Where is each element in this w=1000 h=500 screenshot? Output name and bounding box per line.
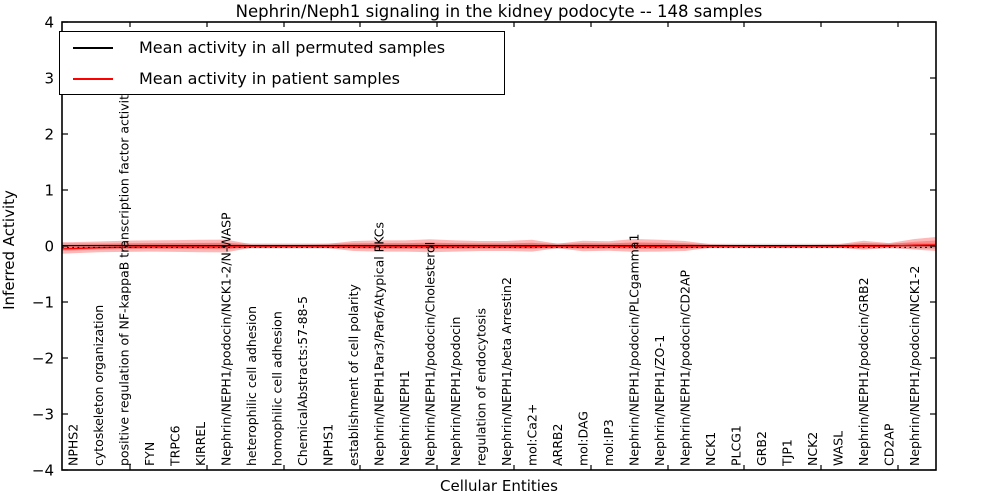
y-tick-label: −3 xyxy=(32,406,54,424)
y-tick-label: −4 xyxy=(32,462,54,480)
x-category-label: cytoskeleton organization xyxy=(91,305,106,466)
x-category-label: Nephrin/NEPH1/podocin/NCK1-2/N-WASP xyxy=(219,212,234,466)
x-category-label: PLCG1 xyxy=(729,425,744,466)
legend-item-patient: Mean activity in patient samples xyxy=(60,63,504,94)
x-category-label: Nephrin/NEPH1 xyxy=(397,370,412,466)
x-category-label: regulation of endocytosis xyxy=(474,308,489,466)
x-category-label: heterophilic cell adhesion xyxy=(244,306,259,466)
legend-item-permuted: Mean activity in all permuted samples xyxy=(60,32,504,63)
legend-label-permuted: Mean activity in all permuted samples xyxy=(139,38,446,57)
legend-line-permuted-swatch xyxy=(73,46,113,49)
y-tick-label: −2 xyxy=(32,350,54,368)
x-category-label: establishment of cell polarity xyxy=(346,284,361,466)
y-tick-label: 4 xyxy=(44,14,54,32)
x-category-label: NPHS1 xyxy=(321,424,336,466)
x-category-label: Nephrin/NEPH1/podocin/CD2AP xyxy=(678,270,693,466)
x-category-label: Nephrin/NEPH1/podocin/PLCgamma1 xyxy=(627,234,642,466)
legend: Mean activity in all permuted samples Me… xyxy=(59,31,505,95)
x-category-label: positive regulation of NF-kappaB transcr… xyxy=(117,87,132,466)
chart-title: Nephrin/Neph1 signaling in the kidney po… xyxy=(235,2,763,21)
y-tick-label: 0 xyxy=(44,238,54,256)
x-category-label: CD2AP xyxy=(882,423,897,466)
x-axis-label: Cellular Entities xyxy=(440,477,558,495)
x-category-label: ChemicalAbstracts:57-88-5 xyxy=(295,296,310,466)
legend-label-patient: Mean activity in patient samples xyxy=(139,69,400,88)
x-category-label: ARRB2 xyxy=(550,424,565,466)
x-category-label: Nephrin/NEPH1Par3/Par6/Atypical PKCs xyxy=(372,222,387,466)
x-category-label: TJP1 xyxy=(780,439,795,467)
x-category-label: mol:DAG xyxy=(576,411,591,466)
x-category-label: NCK1 xyxy=(703,432,718,466)
legend-line-patient-swatch xyxy=(73,77,113,80)
x-category-label: homophilic cell adhesion xyxy=(270,311,285,466)
x-category-label: NPHS2 xyxy=(66,424,81,466)
y-tick-label: 2 xyxy=(44,126,54,144)
x-category-label: Nephrin/NEPH1/podocin/GRB2 xyxy=(856,277,871,466)
x-category-label: Nephrin/NEPH1/podocin/Cholesterol xyxy=(423,242,438,466)
y-axis-label: Inferred Activity xyxy=(0,190,18,310)
x-category-label: Nephrin/NEPH1/beta Arrestin2 xyxy=(499,277,514,466)
x-category-label: FYN xyxy=(142,442,157,466)
x-category-label: NCK2 xyxy=(805,432,820,466)
x-category-label: Nephrin/NEPH1/podocin/NCK1-2 xyxy=(907,266,922,466)
x-category-label: mol:Ca2+ xyxy=(525,404,540,466)
x-category-label: TRPC6 xyxy=(168,425,183,467)
x-category-label: Nephrin/NEPH1/podocin xyxy=(448,317,463,466)
x-category-label: GRB2 xyxy=(754,431,769,466)
x-category-label: WASL xyxy=(831,431,846,466)
y-tick-label: 3 xyxy=(44,70,54,88)
x-category-label: mol:IP3 xyxy=(601,419,616,466)
y-tick-label: −1 xyxy=(32,294,54,312)
x-category-label: KIRREL xyxy=(193,422,208,466)
x-category-label: Nephrin/NEPH1/ZO-1 xyxy=(652,335,667,466)
y-tick-label: 1 xyxy=(44,182,54,200)
